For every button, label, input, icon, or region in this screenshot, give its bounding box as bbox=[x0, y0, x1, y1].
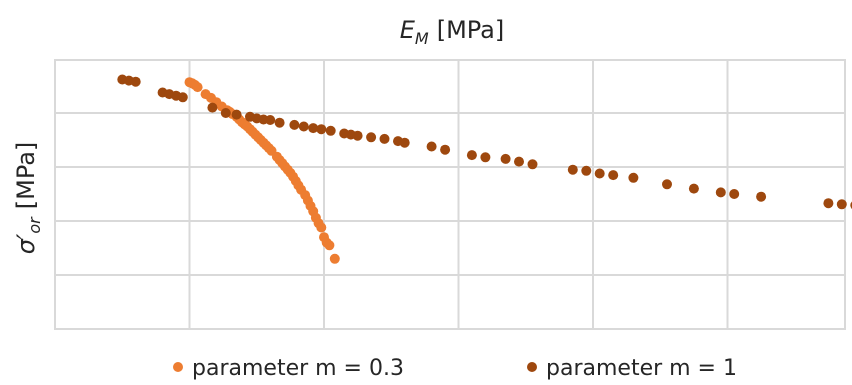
data-point bbox=[177, 92, 188, 103]
data-point bbox=[514, 156, 524, 167]
data-point bbox=[289, 119, 300, 130]
legend-marker-m-0-3 bbox=[173, 362, 183, 372]
data-point bbox=[662, 179, 672, 190]
data-point bbox=[715, 187, 726, 198]
data-point bbox=[628, 172, 639, 183]
plot-area-frame bbox=[54, 59, 846, 330]
data-point bbox=[130, 76, 141, 87]
data-point bbox=[466, 150, 477, 161]
legend-item-m-0-3: parameter m = 0.3 bbox=[173, 356, 404, 381]
gridlines bbox=[54, 59, 846, 330]
data-point bbox=[379, 133, 390, 144]
x-axis-title: EM [MPa] bbox=[400, 16, 505, 48]
data-point bbox=[500, 153, 511, 164]
legend-label-m-0-3: parameter m = 0.3 bbox=[192, 356, 404, 381]
legend-item-m-1: parameter m = 1 bbox=[527, 356, 737, 381]
data-point bbox=[207, 102, 218, 113]
data-point bbox=[480, 152, 491, 163]
data-point bbox=[329, 253, 340, 264]
data-points bbox=[117, 74, 852, 264]
data-point bbox=[729, 189, 740, 199]
legend: parameter m = 0.3 parameter m = 1 bbox=[173, 356, 737, 381]
data-point bbox=[265, 115, 276, 125]
series-m-1 bbox=[117, 74, 852, 210]
data-point bbox=[836, 199, 847, 210]
data-point bbox=[325, 125, 336, 136]
data-point bbox=[298, 121, 309, 132]
data-point bbox=[316, 124, 327, 135]
data-point bbox=[352, 130, 363, 141]
series-m-0-3 bbox=[184, 77, 340, 264]
data-point bbox=[220, 108, 231, 118]
data-point bbox=[316, 222, 327, 233]
data-point bbox=[308, 123, 319, 134]
data-point bbox=[426, 141, 437, 152]
data-point bbox=[274, 117, 285, 128]
data-point bbox=[399, 137, 410, 148]
data-point bbox=[756, 191, 767, 202]
data-point bbox=[440, 144, 451, 155]
data-point bbox=[567, 164, 578, 175]
data-point bbox=[608, 170, 619, 181]
y-axis-title: σ′or[MPa] bbox=[12, 142, 44, 255]
data-point bbox=[366, 132, 377, 143]
legend-marker-m-1 bbox=[527, 362, 537, 372]
data-point bbox=[324, 240, 335, 251]
data-point bbox=[231, 109, 242, 120]
data-point bbox=[594, 168, 605, 179]
data-point bbox=[688, 183, 699, 194]
data-point bbox=[192, 82, 203, 93]
legend-label-m-1: parameter m = 1 bbox=[546, 356, 737, 381]
data-point bbox=[527, 159, 538, 170]
data-point bbox=[581, 165, 592, 176]
data-point bbox=[823, 198, 834, 209]
